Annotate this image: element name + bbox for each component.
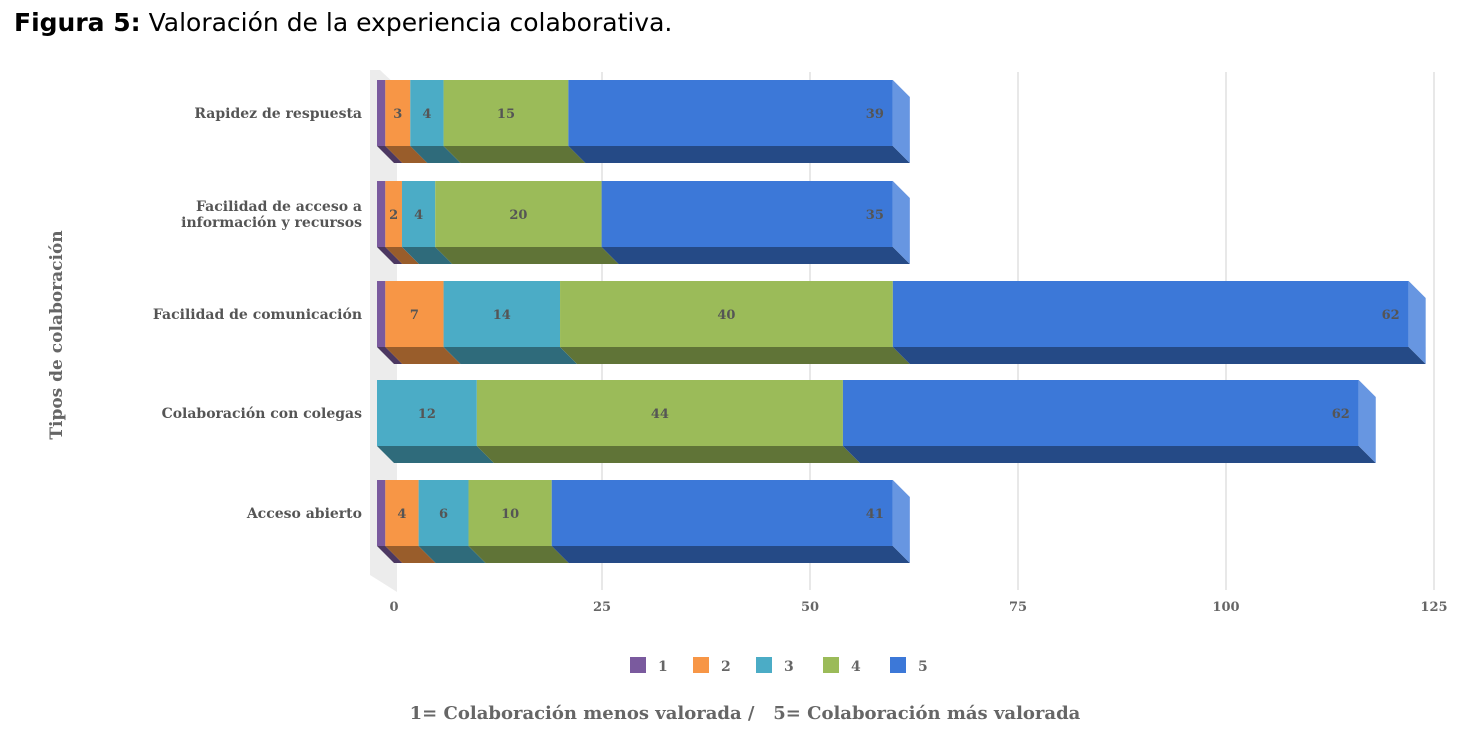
bar-segment: 41 (551, 480, 910, 563)
bars: 3 4 15 39 2 4 20 35 7 14 40 62 12 44 62 4 6 10 41 (377, 80, 1426, 563)
data-label: 41 (866, 507, 884, 522)
x-tick-label: 25 (593, 600, 611, 615)
legend-label: 4 (851, 659, 861, 675)
data-label: 6 (439, 507, 448, 522)
legend-item: 2 (693, 657, 731, 675)
data-label: 20 (509, 208, 527, 223)
bar-segment: 12 (377, 380, 494, 463)
x-axis-ticks: 0 25 50 75 100 125 (389, 600, 1447, 615)
x-tick-label: 0 (389, 600, 398, 615)
data-label: 2 (389, 208, 398, 223)
bar-segment: 62 (892, 281, 1426, 364)
bar-segment: 4 (401, 181, 453, 264)
data-label: 62 (1382, 308, 1400, 323)
bar-segment: 6 (418, 480, 486, 563)
legend-swatch (756, 657, 772, 673)
data-label: 10 (501, 507, 519, 522)
data-label: 44 (651, 407, 669, 422)
x-tick-label: 125 (1420, 600, 1447, 615)
bar-segment: 39 (568, 80, 910, 163)
category-label: Colaboración con colegas (162, 406, 363, 422)
category-label: Facilidad de acceso a información y recur… (181, 199, 362, 231)
chart-note: 1= Colaboración menos valorada / 5= Cola… (410, 703, 1081, 724)
legend-label: 3 (784, 659, 794, 675)
bar-segment: 62 (842, 380, 1376, 463)
data-label: 12 (418, 407, 436, 422)
bar-segment: 7 (385, 281, 461, 364)
figure-title: Figura 5: Valoración de la experiencia c… (14, 8, 672, 37)
legend-item: 3 (756, 657, 794, 675)
data-label: 62 (1332, 407, 1350, 422)
category-label: Facilidad de comunicación (153, 307, 362, 323)
data-label: 39 (866, 107, 884, 122)
data-label: 14 (493, 308, 511, 323)
data-label: 4 (414, 208, 423, 223)
bar-segment (377, 281, 403, 364)
bar-segment: 14 (443, 281, 578, 364)
x-tick-label: 75 (1009, 600, 1027, 615)
category-label: Acceso abierto (246, 506, 362, 522)
data-label: 4 (422, 107, 431, 122)
legend-swatch (693, 657, 709, 673)
bar-segment: 20 (435, 181, 619, 264)
legend-swatch (823, 657, 839, 673)
data-label: 4 (397, 507, 406, 522)
bar-segment: 10 (468, 480, 569, 563)
category-label: Rapidez de respuesta (194, 106, 362, 122)
data-label: 7 (410, 308, 419, 323)
bar-segment: 4 (410, 80, 461, 163)
bar-segment: 4 (385, 480, 436, 563)
legend-label: 2 (721, 659, 731, 675)
data-label: 35 (866, 208, 884, 223)
legend-swatch (630, 657, 646, 673)
data-label: 40 (717, 308, 735, 323)
bar-segment (377, 480, 403, 563)
data-label: 15 (497, 107, 515, 122)
legend-label: 1 (658, 659, 668, 675)
y-axis-title: Tipos de colaboración (47, 230, 67, 439)
bar-segment: 3 (385, 80, 428, 163)
legend-swatch (890, 657, 906, 673)
bar-segment (377, 181, 403, 264)
bar-segment (377, 80, 403, 163)
figure-label: Figura 5: (14, 8, 141, 37)
bar-segment: 35 (601, 181, 910, 264)
figure-caption: Valoración de la experiencia colaborativ… (148, 8, 673, 37)
category-labels: Rapidez de respuesta Facilidad de acceso … (153, 106, 362, 522)
legend-item: 4 (823, 657, 861, 675)
legend-item: 5 (890, 657, 928, 675)
legend-item: 1 (630, 657, 668, 675)
legend: 1 2 3 4 5 (630, 657, 928, 675)
bar-segment: 2 (385, 181, 419, 264)
x-tick-label: 50 (801, 600, 819, 615)
bar-segment: 44 (476, 380, 860, 463)
bar-segment: 40 (560, 281, 910, 364)
bar-segment: 15 (443, 80, 586, 163)
x-tick-label: 100 (1212, 600, 1239, 615)
legend-label: 5 (918, 659, 928, 675)
data-label: 3 (393, 107, 402, 122)
